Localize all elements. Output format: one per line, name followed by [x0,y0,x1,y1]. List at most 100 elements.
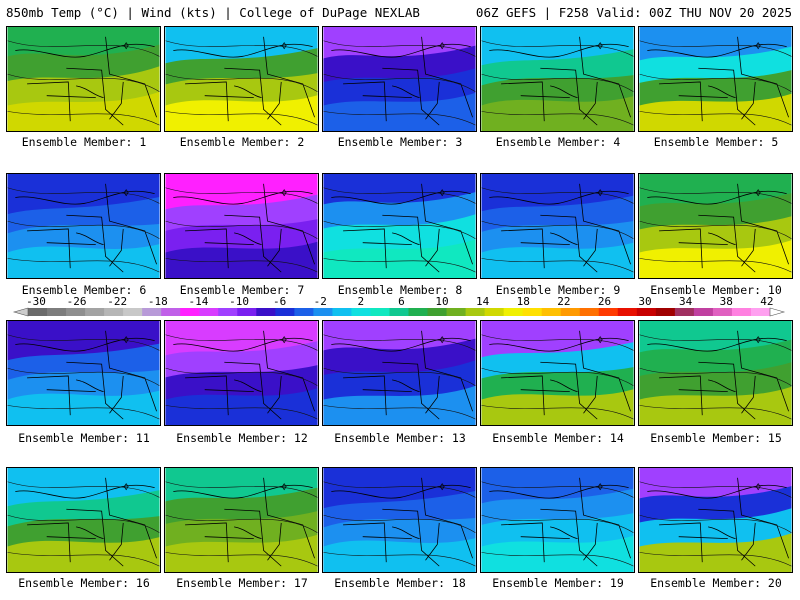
colorbar-swatch [85,308,105,316]
colorbar-swatch [104,308,124,316]
ensemble-member-label: Ensemble Member: 8 [337,283,463,297]
ensemble-member-panel [322,173,477,279]
colorbar-swatch [66,308,86,316]
colorbar-swatch [123,308,143,316]
colorbar-swatch [579,308,600,316]
colorbar-swatch [389,308,410,316]
ensemble-member-label: Ensemble Member: 13 [334,431,466,445]
temperature-map [165,27,318,131]
colorbar-swatch [655,308,676,316]
ensemble-member-panel [322,467,477,573]
colorbar-swatch [199,308,219,316]
ensemble-member-label: Ensemble Member: 1 [21,135,147,149]
colorbar-swatch [28,308,48,316]
ensemble-member-panel [6,26,161,132]
temperature-map [323,27,476,131]
colorbar-swatch [313,308,333,316]
ensemble-member-label: Ensemble Member: 20 [650,576,782,590]
colorbar-swatch [332,308,352,316]
colorbar-swatch [142,308,162,316]
colorbar-swatch [617,308,638,316]
colorbar-swatch [370,308,390,316]
colorbar-tick-label: 14 [476,296,490,308]
colorbar-tick-label: 34 [679,296,693,308]
temperature-map [165,468,318,572]
ensemble-member-panel [638,320,793,426]
colorbar-swatch [465,308,486,316]
ensemble-member-label: Ensemble Member: 9 [495,283,621,297]
colorbar-tick-label: 38 [720,296,733,308]
colorbar-tick-label: 42 [760,296,773,308]
colorbar-swatch [503,308,524,316]
temperature-map [639,27,792,131]
colorbar-tick-label: -30 [26,296,46,308]
temperature-map [639,468,792,572]
colorbar-tick-label: 6 [398,296,405,308]
ensemble-member-label: Ensemble Member: 6 [21,283,147,297]
colorbar-swatch [180,308,200,316]
ensemble-member-label: Ensemble Member: 10 [650,283,782,297]
ensemble-member-label: Ensemble Member: 16 [18,576,150,590]
ensemble-member-label: Ensemble Member: 4 [495,135,621,149]
ensemble-member-panel [164,173,319,279]
ensemble-member-panel [638,173,793,279]
ensemble-member-panel [322,320,477,426]
colorbar-swatch [47,308,67,316]
ensemble-member-panel [6,173,161,279]
colorbar-high-arrow [769,307,786,317]
colorbar-swatch [275,308,295,316]
ensemble-member-label: Ensemble Member: 12 [176,431,308,445]
temperature-map [165,174,318,278]
temperature-map [639,174,792,278]
ensemble-member-panel [322,26,477,132]
colorbar-swatch [712,308,733,316]
temperature-colorbar: -30 -26 -22 -18 -14 -10 -6 -2 2 6 10 14 18 22 26 30 34 38… [10,296,790,322]
ensemble-member-panel [480,173,635,279]
colorbar-swatch [351,308,371,316]
colorbar-swatch [256,308,276,316]
ensemble-member-panel [164,320,319,426]
colorbar-tick-label: -10 [229,296,249,308]
ensemble-member-label: Ensemble Member: 15 [650,431,782,445]
temperature-map [7,321,160,425]
colorbar-swatch [731,308,752,316]
model-run-valid-time: 06Z GEFS | F258 Valid: 00Z THU NOV 20 20… [475,5,792,20]
colorbar-swatch [446,308,467,316]
temperature-map [481,27,634,131]
colorbar-swatch [161,308,181,316]
colorbar-swatch [693,308,714,316]
colorbar-swatch [218,308,238,316]
colorbar-tick-label: -14 [188,296,208,308]
colorbar-swatch [427,308,448,316]
ensemble-member-panel [164,467,319,573]
colorbar-swatch [541,308,562,316]
ensemble-member-label: Ensemble Member: 14 [492,431,624,445]
temperature-map [7,27,160,131]
temperature-map [7,174,160,278]
colorbar-swatch [484,308,505,316]
ensemble-member-panel [164,26,319,132]
colorbar-swatch [237,308,257,316]
colorbar-tick-label: 30 [638,296,651,308]
temperature-map [323,321,476,425]
ensemble-member-label: Ensemble Member: 19 [492,576,624,590]
temperature-map [165,321,318,425]
temperature-map [481,174,634,278]
temperature-map [323,468,476,572]
colorbar-tick-label: 2 [358,296,365,308]
ensemble-member-panel [6,467,161,573]
colorbar-swatch [636,308,657,316]
colorbar-swatch [674,308,695,316]
colorbar-tick-label: -2 [314,296,327,308]
colorbar-swatch [598,308,619,316]
colorbar-tick-label: 26 [598,296,611,308]
ensemble-member-panel [480,467,635,573]
ensemble-member-label: Ensemble Member: 11 [18,431,150,445]
colorbar-low-arrow [12,307,29,317]
ensemble-member-panel [480,320,635,426]
temperature-map [323,174,476,278]
colorbar-swatch [522,308,543,316]
colorbar-tick-label: 18 [517,296,530,308]
colorbar-swatch [750,308,771,316]
colorbar-tick-label: 10 [435,296,448,308]
